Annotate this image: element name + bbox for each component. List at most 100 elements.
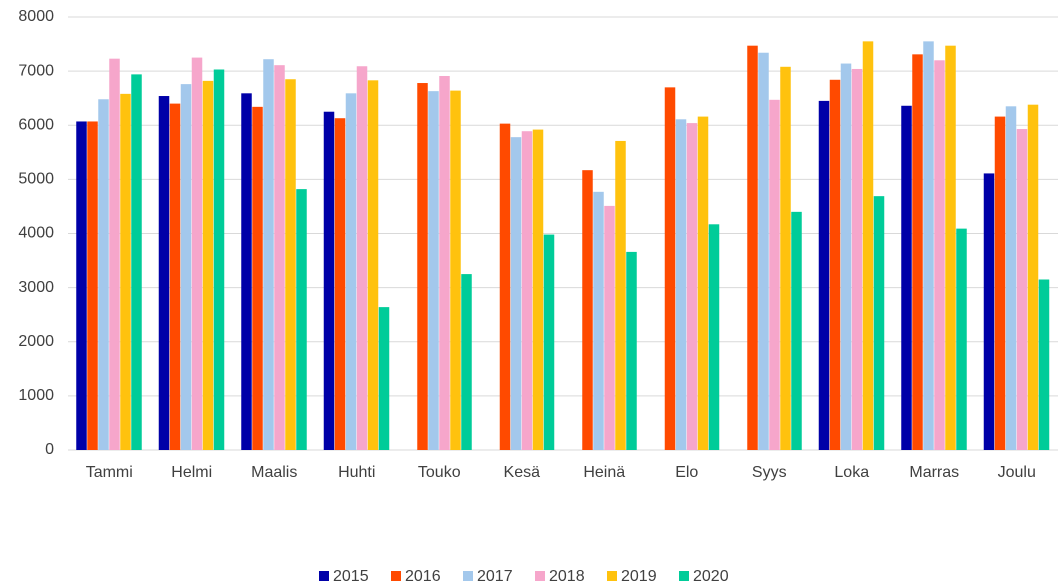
bar bbox=[994, 116, 1006, 450]
bar bbox=[439, 75, 450, 450]
bar bbox=[378, 307, 390, 450]
x-tick-label: Syys bbox=[752, 464, 787, 481]
bar bbox=[274, 65, 285, 450]
bar bbox=[604, 205, 615, 450]
legend-swatch bbox=[679, 571, 689, 581]
bar bbox=[615, 140, 626, 451]
bar bbox=[450, 90, 461, 451]
bar bbox=[169, 103, 181, 450]
x-tick-label: Kesä bbox=[504, 464, 541, 481]
bar bbox=[1005, 106, 1017, 451]
bar bbox=[180, 84, 192, 451]
legend-swatch bbox=[319, 571, 329, 581]
bar bbox=[758, 52, 769, 450]
bar bbox=[873, 196, 885, 450]
x-tick-label: Joulu bbox=[998, 464, 1036, 481]
bar bbox=[76, 121, 87, 451]
legend-label: 2017 bbox=[477, 568, 513, 585]
bar bbox=[983, 173, 995, 450]
bar bbox=[334, 118, 346, 451]
bar bbox=[1038, 279, 1050, 450]
bar bbox=[923, 41, 934, 450]
legend-label: 2016 bbox=[405, 568, 441, 585]
bar bbox=[532, 129, 544, 450]
bar bbox=[323, 111, 335, 450]
bar bbox=[593, 191, 604, 451]
y-tick-label: 6000 bbox=[18, 116, 54, 133]
bar bbox=[934, 60, 945, 451]
bar bbox=[675, 119, 687, 450]
legend-swatch bbox=[391, 571, 401, 581]
bar bbox=[1027, 104, 1039, 451]
bar bbox=[428, 91, 439, 451]
bar bbox=[241, 93, 252, 450]
bar bbox=[769, 99, 780, 450]
y-tick-label: 7000 bbox=[18, 62, 54, 79]
legend-swatch bbox=[463, 571, 473, 581]
bar bbox=[664, 87, 676, 451]
bar bbox=[285, 79, 296, 451]
bar bbox=[697, 116, 709, 450]
bar bbox=[1016, 129, 1028, 450]
bar bbox=[708, 224, 720, 450]
legend-label: 2018 bbox=[549, 568, 585, 585]
bar bbox=[510, 137, 522, 450]
bar bbox=[862, 41, 874, 450]
bar bbox=[417, 83, 428, 450]
y-tick-label: 2000 bbox=[18, 333, 54, 350]
x-tick-label: Helmi bbox=[171, 464, 212, 481]
x-tick-label: Touko bbox=[418, 464, 461, 481]
bar bbox=[120, 93, 131, 451]
legend-label: 2019 bbox=[621, 568, 657, 585]
x-tick-label: Marras bbox=[909, 464, 959, 481]
x-tick-label: Huhti bbox=[338, 464, 375, 481]
bar bbox=[747, 45, 758, 450]
legend-swatch bbox=[607, 571, 617, 581]
y-tick-label: 3000 bbox=[18, 279, 54, 296]
legend-label: 2020 bbox=[693, 568, 729, 585]
bar bbox=[263, 59, 274, 450]
bar bbox=[818, 100, 830, 451]
bar bbox=[780, 66, 791, 451]
x-tick-label: Maalis bbox=[251, 464, 297, 481]
bar bbox=[686, 123, 698, 451]
x-tick-label: Elo bbox=[675, 464, 698, 481]
bar bbox=[202, 80, 214, 451]
bar bbox=[626, 251, 637, 450]
x-tick-label: Heinä bbox=[583, 464, 625, 481]
y-tick-label: 1000 bbox=[18, 387, 54, 404]
bar bbox=[461, 274, 472, 450]
bar bbox=[131, 74, 142, 450]
bar bbox=[945, 45, 956, 450]
bar bbox=[98, 99, 109, 451]
bar bbox=[356, 66, 368, 450]
bar bbox=[296, 189, 307, 450]
bar bbox=[252, 106, 263, 450]
y-tick-label: 8000 bbox=[18, 8, 54, 25]
bar bbox=[367, 80, 379, 451]
x-tick-label: Tammi bbox=[86, 464, 133, 481]
bar bbox=[851, 68, 863, 451]
legend-label: 2015 bbox=[333, 568, 369, 585]
bar bbox=[158, 96, 170, 451]
bar bbox=[829, 79, 841, 450]
bar bbox=[521, 131, 533, 451]
bar bbox=[901, 105, 912, 450]
y-tick-label: 5000 bbox=[18, 171, 54, 188]
bar bbox=[87, 121, 98, 451]
y-tick-label: 4000 bbox=[18, 225, 54, 242]
x-tick-label: Loka bbox=[834, 464, 869, 481]
bar bbox=[345, 93, 357, 450]
bar bbox=[543, 234, 555, 450]
bar bbox=[109, 58, 120, 451]
legend-swatch bbox=[535, 571, 545, 581]
bar bbox=[213, 69, 225, 450]
bar bbox=[791, 211, 802, 450]
bar bbox=[499, 123, 511, 450]
bar bbox=[956, 228, 967, 450]
bar bbox=[582, 170, 593, 450]
bar bbox=[912, 54, 923, 450]
y-tick-label: 0 bbox=[45, 441, 54, 458]
bar bbox=[191, 57, 203, 450]
